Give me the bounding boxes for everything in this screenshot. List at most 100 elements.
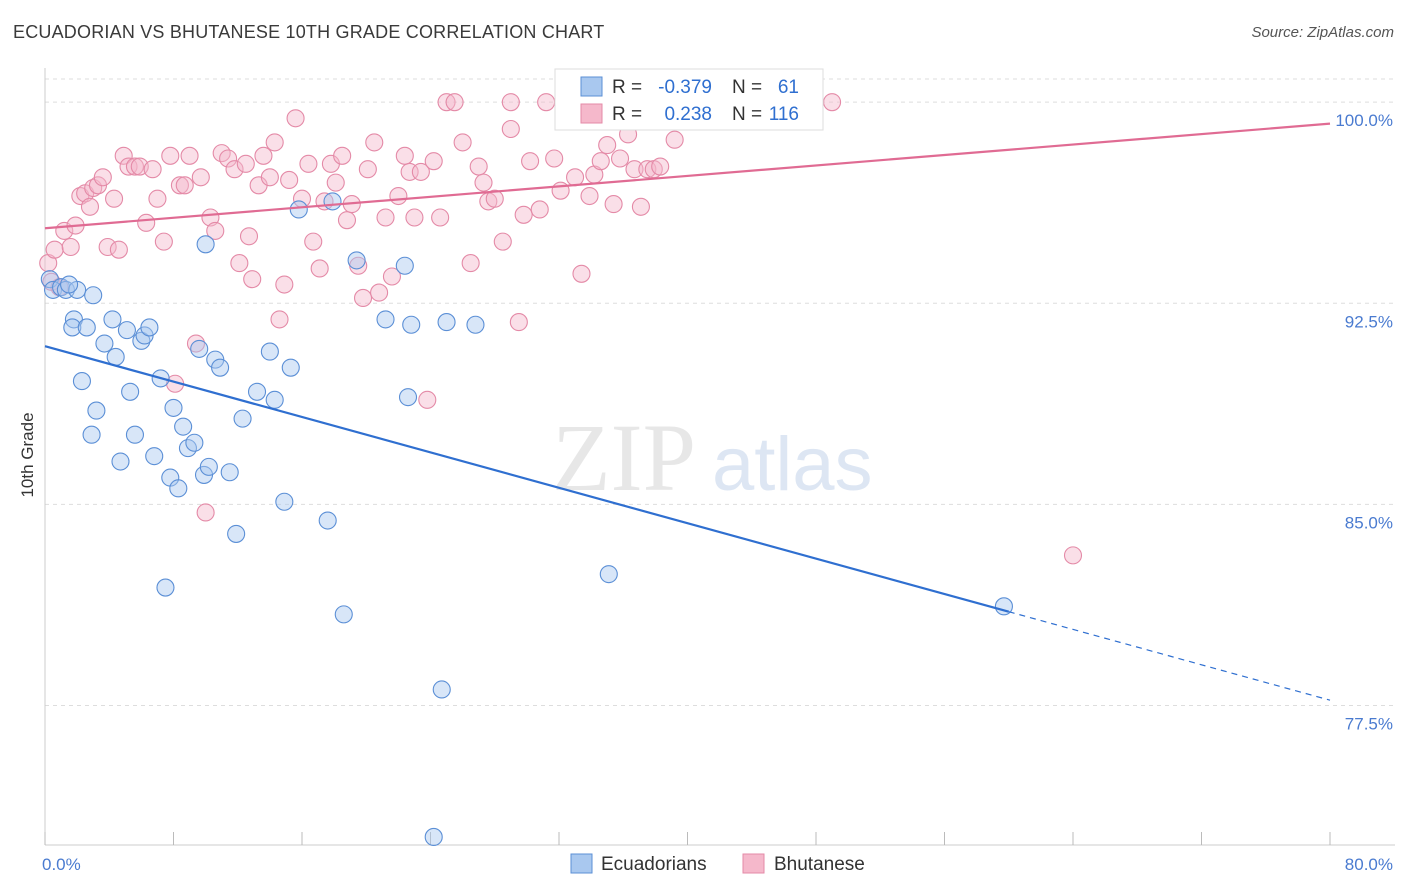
- bhutanese-point: [411, 162, 430, 181]
- legend-n-value-1: 61: [778, 77, 799, 98]
- bottom-legend-ecuadorians: Ecuadorians: [601, 854, 707, 875]
- ecuadorian-point: [233, 409, 252, 428]
- bhutanese-point: [201, 208, 220, 227]
- correlation-legend: R = -0.379 N = 61 R = 0.238 N = 116: [554, 68, 824, 131]
- bhutanese-point: [186, 334, 206, 353]
- ecuadorian-point: [95, 334, 114, 353]
- bhutanese-point: [45, 240, 64, 259]
- bhutanese-point: [485, 189, 504, 208]
- tick-labels: 77.5% 85.0% 92.5% 100.0% 0.0% 80.0%: [42, 111, 1393, 874]
- bhutanese-point: [431, 208, 450, 227]
- ecuadorian-point: [196, 235, 215, 254]
- bhutanese-point: [651, 157, 670, 176]
- bhutanese-point: [98, 237, 117, 257]
- bhutanese-point: [604, 195, 623, 214]
- bhutanese-point: [260, 168, 279, 187]
- bhutanese-point: [333, 146, 352, 165]
- ecuadorian-point: [265, 390, 284, 409]
- bhutanese-point: [353, 288, 373, 307]
- ecuadorian-point: [125, 425, 144, 444]
- ecuadorian-point: [318, 511, 337, 530]
- bhutanese-point: [180, 146, 199, 165]
- ecuadorian-point: [84, 286, 103, 305]
- ecuadorian-point: [111, 452, 130, 471]
- axes: [44, 68, 1395, 846]
- ecuadorian-point: [432, 680, 451, 699]
- bhutanese-point: [418, 390, 437, 409]
- bhutanese-point: [225, 160, 244, 179]
- ecuadorian-point: [190, 339, 209, 358]
- bhutanese-point: [358, 160, 377, 179]
- bhutanese-point: [625, 160, 644, 179]
- ecuadorian-point: [437, 313, 456, 332]
- bhutanese-point: [93, 168, 112, 187]
- ecuadorian-point: [347, 251, 366, 270]
- bhutanese-point: [286, 109, 305, 128]
- bhutanese-point: [125, 157, 144, 176]
- ecuadorian-point: [169, 479, 188, 498]
- y-axis-title: 10th Grade: [18, 412, 37, 497]
- legend-swatch-pink: [580, 103, 603, 124]
- bhutanese-point: [236, 154, 255, 173]
- bhutanese-point: [1063, 546, 1083, 565]
- bhutanese-point: [591, 152, 610, 171]
- bhutanese-point: [405, 208, 424, 227]
- bhutanese-point: [114, 146, 133, 165]
- legend-r-value-1: -0.379: [658, 77, 712, 98]
- bhutanese-point: [530, 200, 549, 219]
- bhutanese-point: [501, 93, 520, 112]
- ecuadorian-point: [334, 605, 353, 624]
- bhutanese-point: [395, 146, 414, 165]
- bhutanese-point: [566, 168, 585, 187]
- bhutanese-point: [572, 264, 591, 283]
- ecuadorian-point: [103, 310, 122, 329]
- bhutanese-point: [501, 119, 520, 139]
- ecuadorian-point: [395, 256, 414, 275]
- bhutanese-point: [509, 313, 528, 332]
- bhutanese-trend-line: [44, 122, 1331, 230]
- legend-r-label-1: R =: [612, 77, 642, 98]
- series-legend: Ecuadorians Bhutanese: [570, 853, 865, 875]
- bhutanese-point: [580, 186, 599, 206]
- ecuadorian-point: [132, 331, 151, 350]
- ecuadorian-point: [140, 318, 159, 337]
- ecuadorian-point: [424, 827, 443, 847]
- ecuadorian-point: [376, 310, 395, 329]
- ecuadorian-point: [77, 318, 96, 337]
- ecuadorian-point: [156, 578, 175, 597]
- ecuadorian-point: [199, 457, 218, 476]
- bhutanese-point: [665, 130, 684, 149]
- legend-n-label-2: N =: [732, 104, 762, 125]
- bhutanese-point: [230, 254, 249, 273]
- legend-swatch-blue: [580, 76, 603, 97]
- x-tick-label-max: 80.0%: [1345, 855, 1393, 874]
- ecuadorian-trend-extension: [1008, 611, 1331, 701]
- trend-lines: [44, 122, 1331, 701]
- bhutanese-point: [191, 168, 210, 187]
- bhutanese-point: [631, 197, 650, 216]
- ecuadorian-point: [323, 192, 342, 211]
- ecuadorian-point: [211, 358, 230, 377]
- ecuadorian-point: [174, 417, 193, 436]
- ecuadorian-point: [599, 565, 618, 584]
- bhutanese-point: [80, 197, 100, 216]
- bhutanese-point: [219, 149, 238, 168]
- bhutanese-point: [299, 154, 318, 173]
- ecuadorian-point: [260, 342, 279, 361]
- ecuadorian-point: [87, 401, 106, 420]
- bhutanese-point: [254, 146, 273, 165]
- watermark-zip: ZIP: [552, 404, 696, 511]
- ecuadorian-point: [145, 447, 164, 466]
- bhutanese-point: [143, 160, 162, 179]
- bhutanese-point: [310, 259, 329, 278]
- ecuadorian-point: [185, 433, 204, 452]
- bhutanese-point: [545, 149, 564, 168]
- ecuadorian-point: [72, 372, 91, 391]
- bhutanese-point: [445, 93, 464, 112]
- bhutanese-point: [280, 170, 299, 189]
- ecuadorian-point: [121, 382, 140, 401]
- bhutanese-point: [239, 227, 259, 246]
- ecuadorian-point: [289, 200, 308, 219]
- ecuadorian-point: [82, 425, 101, 444]
- y-tick-label: 92.5%: [1345, 312, 1393, 331]
